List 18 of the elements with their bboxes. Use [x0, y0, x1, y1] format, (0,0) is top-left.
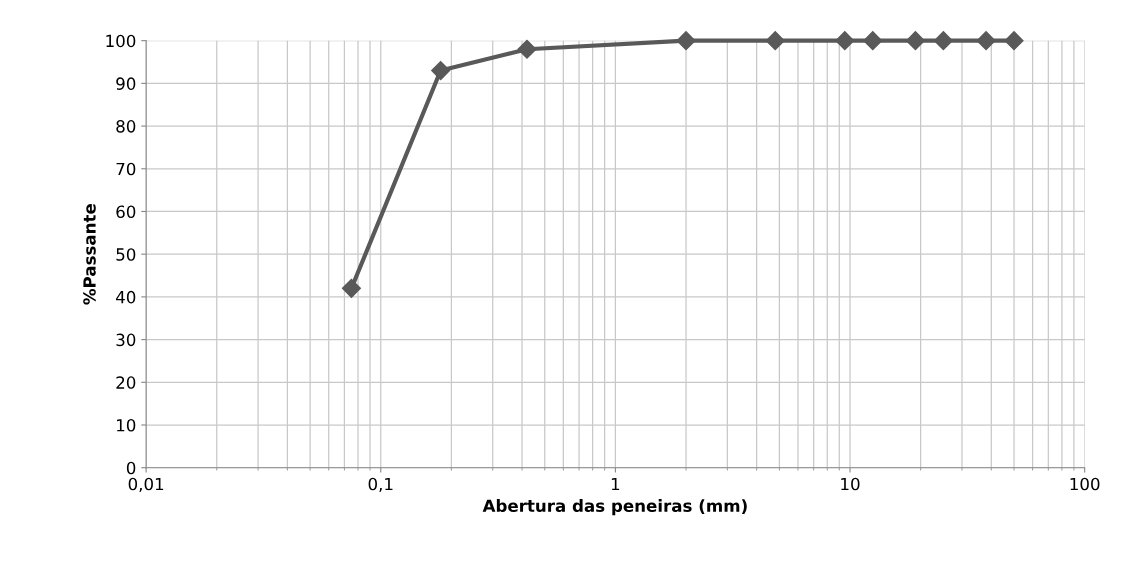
x-tick-label: 10: [841, 477, 860, 491]
y-tick-label: 30: [116, 333, 136, 347]
y-tick-label: 100: [106, 34, 136, 48]
y-tick-label: 10: [117, 418, 136, 432]
x-tick-label: 0,01: [128, 477, 164, 493]
x-axis-title: Abertura das peneiras (mm): [482, 499, 747, 516]
x-tick-label: 1: [611, 477, 620, 491]
y-tick-label: 50: [116, 248, 136, 261]
y-axis-title: %Passante: [83, 204, 96, 305]
y-tick-label: 90: [116, 77, 136, 90]
y-tick-label: 20: [116, 376, 136, 389]
y-tick-label: 40: [116, 290, 136, 304]
x-tick-label: 0,1: [368, 477, 393, 493]
y-tick-label: 60: [116, 205, 136, 219]
y-tick-label: 70: [116, 162, 136, 176]
y-tick-label: 80: [116, 120, 136, 133]
x-tick-label: 100: [1070, 477, 1100, 491]
y-tick-label: 0: [126, 461, 136, 475]
